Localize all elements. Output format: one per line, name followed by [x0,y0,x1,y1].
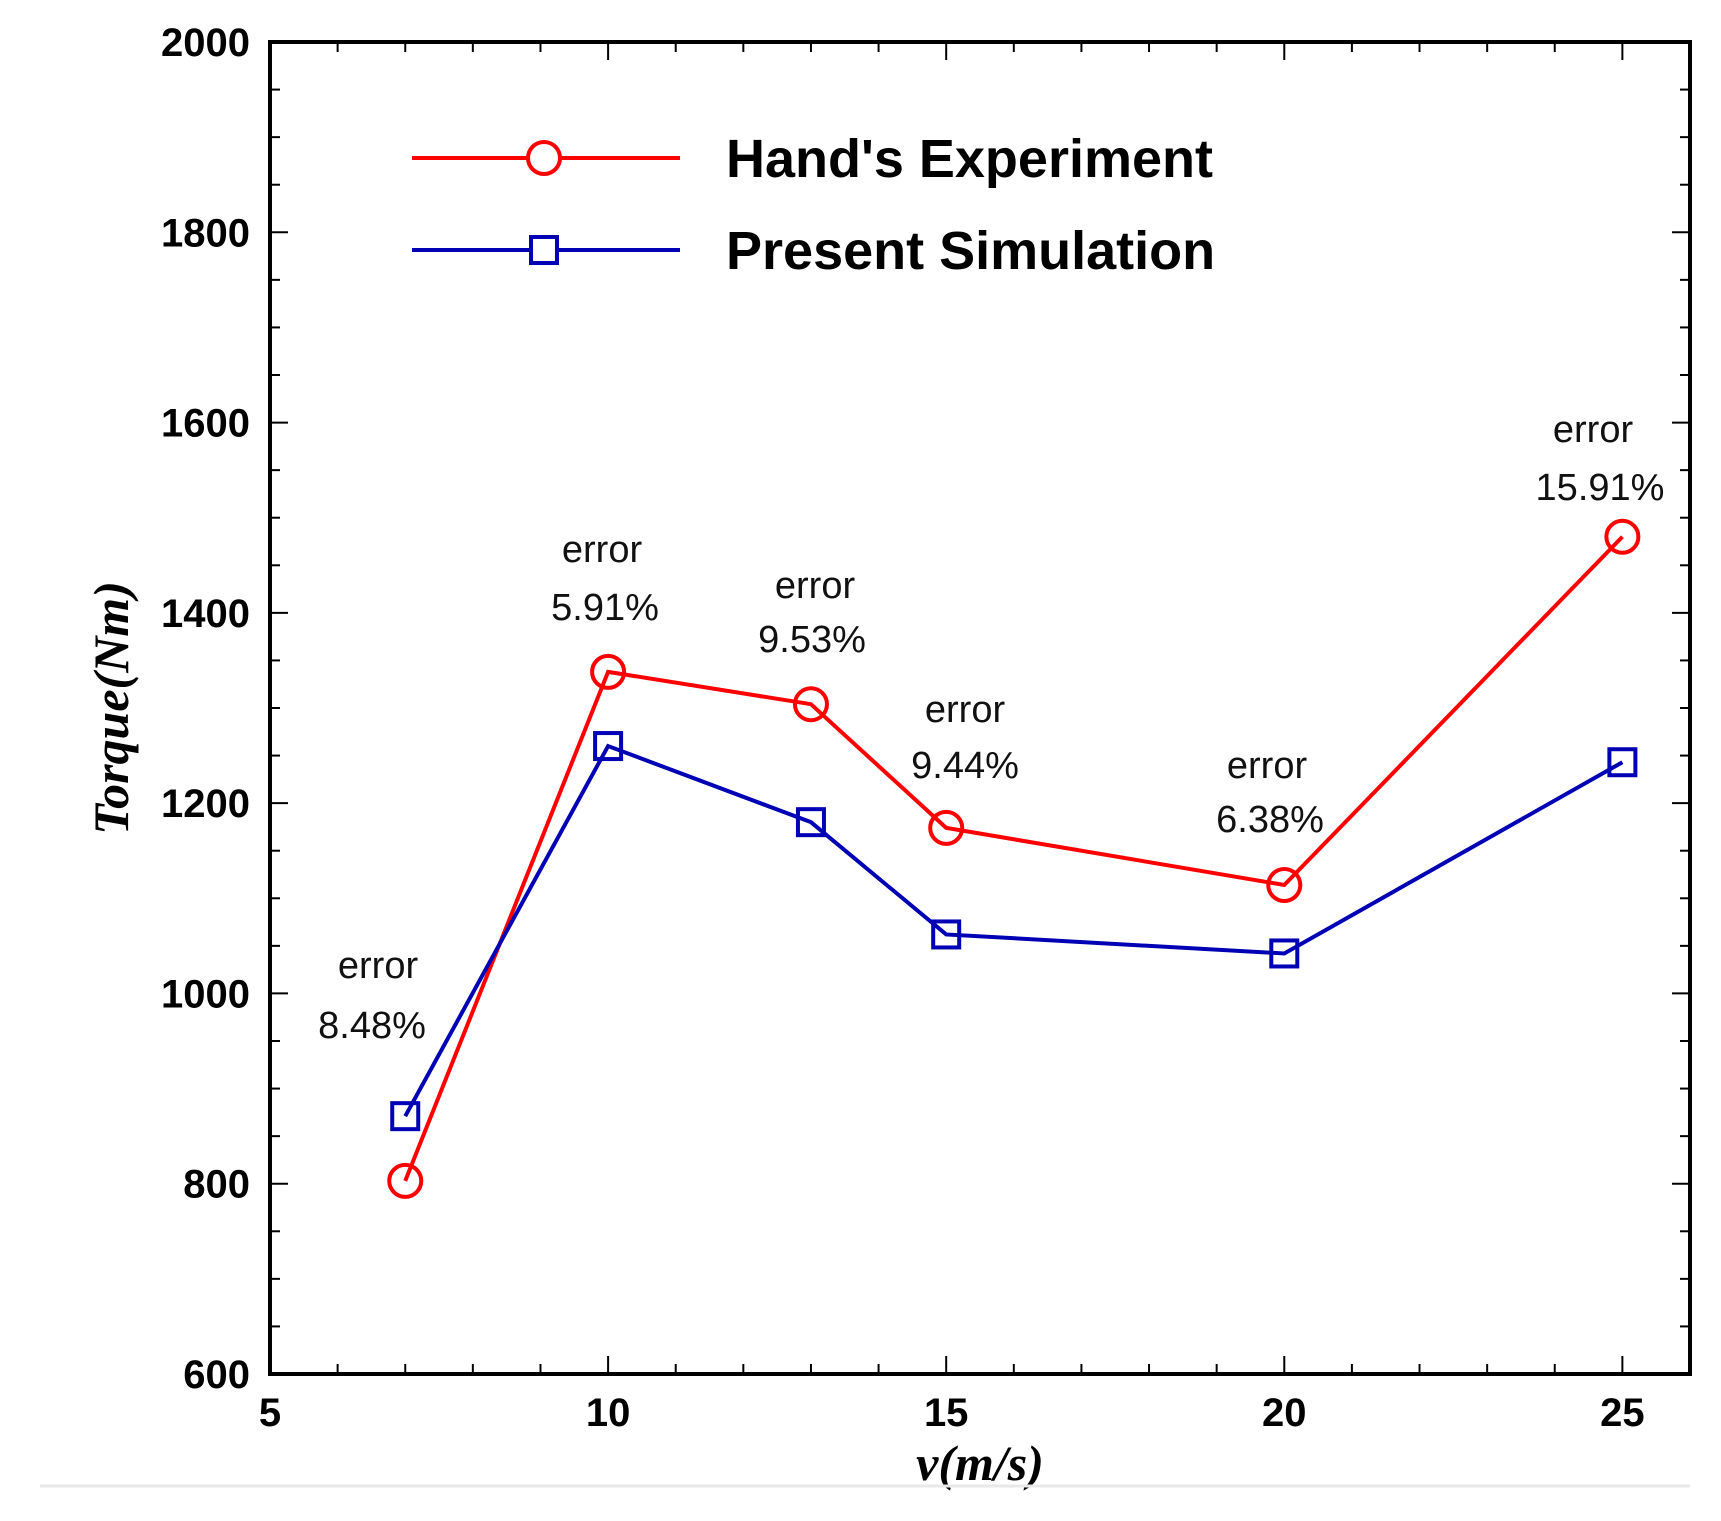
y-axis-title: Torque(Nm) [83,581,139,835]
data-point-circle [1604,518,1641,555]
error-label: error [1553,409,1634,451]
data-point-circle [792,686,829,723]
data-point-square [390,1101,421,1132]
y-tick-label: 1000 [161,972,250,1016]
x-tick-label: 15 [924,1391,969,1435]
data-point-square [931,919,962,950]
legend-marker-circle [526,140,562,176]
data-point-circle [387,1162,424,1199]
y-tick-label: 1400 [161,592,250,636]
y-tick-label: 1800 [161,211,250,255]
legend-marker-square [529,235,559,265]
plot-frame [268,40,1692,1376]
data-point-square [795,807,826,838]
error-value: 9.44% [911,745,1019,787]
series-line [403,535,1624,1182]
error-value: 6.38% [1216,799,1324,841]
legend: Hand's Experiment Present Simulation [412,129,1215,281]
data-point-square [1269,938,1300,969]
data-point-square [1607,747,1638,778]
legend-label: Present Simulation [726,221,1215,281]
x-axis-title: v(m/s) [916,1435,1044,1491]
x-tick-label: 25 [1600,1391,1645,1435]
error-value: 8.48% [318,1005,426,1047]
x-tick-label: 5 [259,1391,281,1435]
y-tick-label: 600 [183,1353,250,1397]
data-point-circle [1266,866,1303,903]
data-point-circle [590,653,627,690]
error-value: 5.91% [551,587,659,629]
y-tick-label: 1200 [161,782,250,826]
legend-label: Hand's Experiment [726,129,1213,189]
y-tick-label: 1600 [161,402,250,446]
y-tick-label: 2000 [161,21,250,65]
error-label: error [1227,745,1308,787]
error-label: error [775,565,856,607]
series-present-simulation [390,731,1638,1132]
error-label: error [925,689,1006,731]
annotations: error 8.48% error 5.91% error 9.53% error 9.44%… [318,409,1664,1047]
error-label: error [338,945,419,987]
x-tick-label: 20 [1262,1391,1307,1435]
error-label: error [562,529,643,571]
series-layer [387,518,1641,1199]
error-value: 9.53% [758,619,866,661]
data-point-circle [928,809,965,846]
series-hands-experiment [387,518,1641,1199]
x-tick-label: 10 [586,1391,631,1435]
data-point-square [593,731,624,762]
tick-labels: 5 10 15 20 25 600 800 1000 1200 1400 1600 1800 2000 [161,21,1645,1435]
y-tick-label: 800 [183,1163,250,1207]
series-line [403,743,1624,1118]
error-value: 15.91% [1536,467,1665,509]
